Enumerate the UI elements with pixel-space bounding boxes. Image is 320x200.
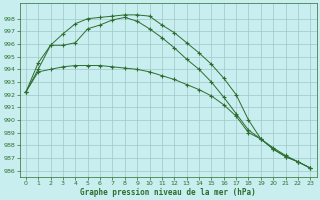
X-axis label: Graphe pression niveau de la mer (hPa): Graphe pression niveau de la mer (hPa) xyxy=(80,188,256,197)
